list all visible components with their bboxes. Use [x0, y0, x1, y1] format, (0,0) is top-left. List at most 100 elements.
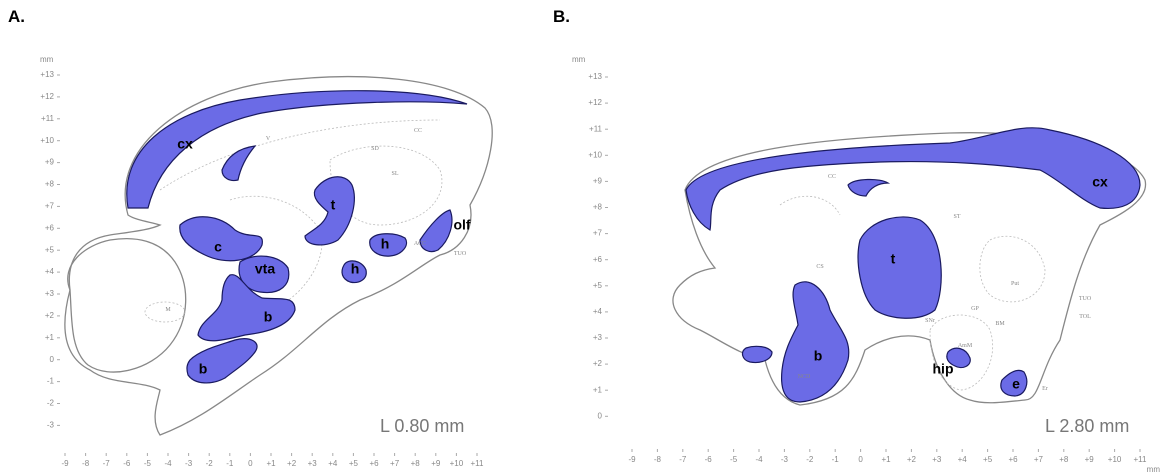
atlas-label: BM [995, 321, 1005, 327]
atlas-label: NCD [798, 374, 811, 380]
region-label: h [351, 261, 360, 277]
y-tick-label: +13 [588, 72, 602, 81]
y-tick-label: -1 [47, 377, 55, 386]
x-tick-label: -8 [82, 459, 90, 468]
y-tick-label: +2 [593, 359, 603, 368]
x-tick-label: -6 [705, 455, 713, 464]
x-tick-label: +10 [450, 459, 464, 468]
x-tick-label: +7 [390, 459, 400, 468]
y-tick-label: +9 [593, 177, 603, 186]
atlas-label: GP [971, 306, 979, 312]
panel-label: B. [553, 7, 570, 26]
atlas-label: ACC [414, 241, 426, 247]
y-tick-label: +11 [589, 124, 603, 133]
x-tick-label: 0 [248, 459, 253, 468]
region-label: cx [177, 136, 193, 152]
region-label: vta [255, 261, 275, 277]
x-tick-label: +10 [1108, 455, 1122, 464]
y-tick-label: +11 [41, 114, 55, 123]
atlas-label: M [165, 307, 171, 313]
atlas-label: V [266, 136, 271, 142]
x-tick-label: +9 [1085, 455, 1095, 464]
axis-unit: mm [572, 55, 586, 64]
y-tick-label: 0 [50, 355, 55, 364]
y-tick-label: +8 [45, 180, 55, 189]
y-tick-label: +4 [45, 267, 55, 276]
x-tick-label: -3 [781, 455, 789, 464]
y-tick-label: +12 [40, 92, 54, 101]
x-tick-label: -5 [730, 455, 738, 464]
axis-unit: mm [1147, 465, 1161, 474]
figure: A.mm+13+12+11+10+9+8+7+6+5+4+3+2+10-1-2-… [0, 0, 1169, 474]
x-tick-label: +8 [1059, 455, 1069, 464]
region-label: b [814, 348, 823, 364]
region-label: olf [453, 217, 470, 233]
section-b-regions [686, 128, 1140, 402]
x-tick-label: -3 [185, 459, 193, 468]
y-tick-label: +7 [593, 229, 603, 238]
atlas-label: ST [953, 214, 960, 220]
y-tick-label: +12 [588, 98, 602, 107]
y-tick-label: +1 [45, 333, 55, 342]
y-tick-label: +13 [40, 70, 54, 79]
atlas-label: Put [1011, 281, 1019, 287]
y-tick-label: +1 [593, 385, 603, 394]
region-label: b [264, 309, 273, 325]
x-tick-label: -7 [679, 455, 687, 464]
x-tick-label: -4 [755, 455, 763, 464]
y-tick-label: +2 [45, 311, 55, 320]
x-tick-label: +2 [907, 455, 917, 464]
y-tick-label: +6 [593, 255, 603, 264]
x-tick-label: -6 [123, 459, 131, 468]
y-tick-label: +9 [45, 158, 55, 167]
x-tick-label: +3 [308, 459, 318, 468]
atlas-label: TUO [454, 251, 467, 257]
atlas-label: CS [816, 264, 823, 270]
y-tick-label: +7 [45, 202, 55, 211]
x-tick-label: -5 [144, 459, 152, 468]
region-label: b [199, 361, 208, 377]
y-tick-label: +10 [40, 136, 54, 145]
x-tick-label: 0 [858, 455, 863, 464]
region-label: cx [1092, 174, 1108, 190]
x-tick-label: -7 [103, 459, 111, 468]
atlas-label: SNr [925, 318, 935, 324]
x-tick-label: +11 [471, 459, 485, 468]
x-tick-label: +4 [328, 459, 338, 468]
x-tick-label: +1 [266, 459, 276, 468]
x-tick-label: -9 [61, 459, 69, 468]
y-tick-label: +3 [593, 333, 603, 342]
x-tick-label: -2 [806, 455, 814, 464]
section-a-regions [127, 91, 467, 383]
y-tick-label: +6 [45, 223, 55, 232]
y-tick-label: -2 [47, 399, 55, 408]
x-tick-label: +6 [369, 459, 379, 468]
y-tick-label: +8 [593, 203, 603, 212]
panel-label: A. [8, 7, 25, 26]
x-tick-label: +4 [958, 455, 968, 464]
y-tick-label: +10 [588, 150, 602, 159]
x-tick-label: +9 [431, 459, 441, 468]
region-label: t [891, 251, 896, 267]
x-tick-label: -9 [628, 455, 636, 464]
region-label: e [1012, 376, 1020, 392]
y-tick-label: +5 [45, 245, 55, 254]
x-tick-label: +2 [287, 459, 297, 468]
y-tick-label: +5 [593, 281, 603, 290]
atlas-label: SL [391, 171, 398, 177]
x-tick-label: +8 [411, 459, 421, 468]
x-tick-label: -8 [654, 455, 662, 464]
atlas-label: CC [414, 128, 422, 134]
region-label: h [381, 236, 390, 252]
x-tick-label: +5 [349, 459, 359, 468]
region-label: hip [933, 361, 954, 377]
axis-unit: mm [40, 55, 54, 64]
y-tick-label: -3 [47, 421, 55, 430]
atlas-label: TUO [1079, 296, 1092, 302]
region-label: c [214, 239, 222, 255]
y-tick-label: 0 [598, 411, 603, 420]
section-label: L 2.80 mm [1045, 416, 1129, 436]
atlas-label: TOL [1079, 314, 1091, 320]
y-tick-label: +4 [593, 307, 603, 316]
atlas-label: CC [828, 174, 836, 180]
